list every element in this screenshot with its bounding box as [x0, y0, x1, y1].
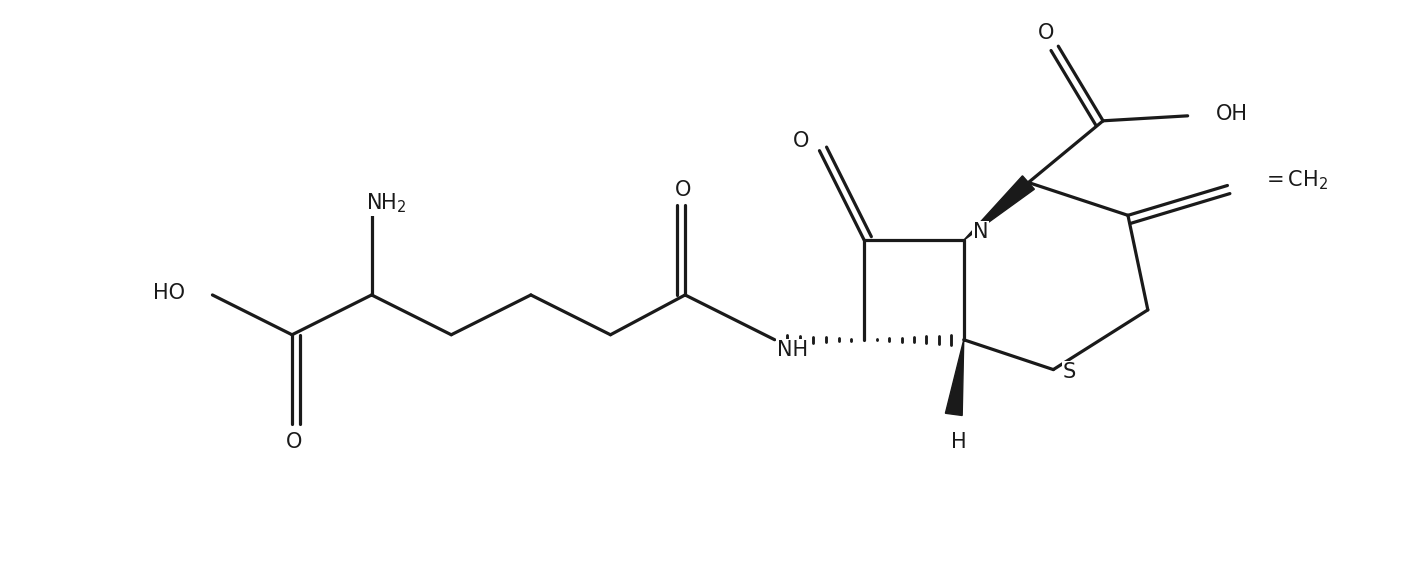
Polygon shape	[964, 176, 1035, 240]
Text: NH$_2$: NH$_2$	[366, 192, 407, 215]
Text: O: O	[793, 131, 810, 150]
Text: $=$CH$_2$: $=$CH$_2$	[1263, 169, 1328, 192]
Polygon shape	[946, 340, 964, 416]
Text: S: S	[1062, 361, 1076, 381]
Text: O: O	[286, 432, 303, 452]
Text: O: O	[674, 181, 691, 201]
Text: H: H	[952, 432, 967, 452]
Text: O: O	[1038, 23, 1055, 43]
Text: HO: HO	[153, 283, 185, 303]
Text: NH: NH	[776, 340, 807, 360]
Text: OH: OH	[1216, 104, 1247, 124]
Text: N: N	[973, 222, 988, 242]
